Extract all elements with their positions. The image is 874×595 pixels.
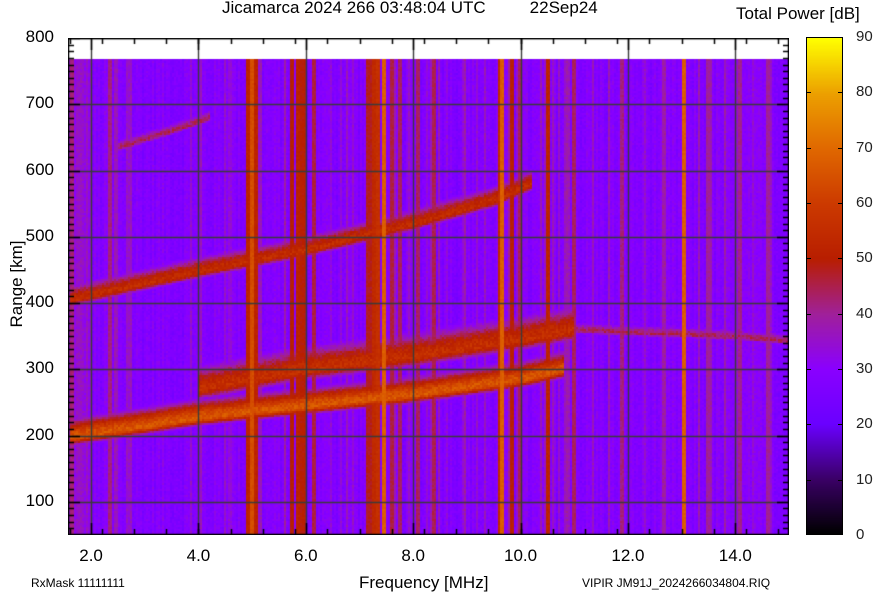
colorbar-tick-mark — [838, 369, 843, 370]
colorbar-tick-mark — [838, 480, 843, 481]
rx-mask-label: RxMask 11111111 — [31, 576, 125, 590]
y-tick-label: 700 — [25, 93, 54, 113]
colorbar — [806, 37, 843, 535]
colorbar-tick-label: 10 — [856, 470, 873, 488]
chart-title: Jicamarca 2024 266 03:48:04 UTC 22Sep24 — [222, 0, 598, 18]
colorbar-tick-mark — [806, 314, 811, 315]
y-tick-label: 100 — [25, 490, 54, 510]
colorbar-tick-label: 40 — [856, 304, 873, 322]
y-tick-label: 400 — [25, 292, 54, 312]
ionogram-plot-area — [68, 38, 789, 535]
colorbar-tick-mark — [838, 203, 843, 204]
y-tick-label: 600 — [25, 159, 54, 179]
colorbar-title: Total Power [dB] — [736, 4, 860, 23]
colorbar-tick-mark — [838, 258, 843, 259]
colorbar-tick-label: 80 — [856, 83, 873, 101]
colorbar-tick-mark — [806, 258, 811, 259]
x-axis-title: Frequency [MHz] — [359, 573, 489, 592]
colorbar-tick-mark — [806, 92, 811, 93]
x-tick-label: 2.0 — [79, 546, 103, 565]
title-station-time: Jicamarca 2024 266 03:48:04 UTC — [222, 0, 486, 17]
colorbar-tick-label: 0 — [856, 526, 865, 543]
title-date: 22Sep24 — [529, 0, 598, 17]
colorbar-tick-mark — [838, 424, 843, 425]
x-tick-label: 8.0 — [401, 546, 425, 565]
colorbar-tick-mark — [806, 480, 811, 481]
colorbar-tick-mark — [806, 148, 811, 149]
y-tick-label: 800 — [25, 27, 54, 46]
colorbar-tick-mark — [838, 314, 843, 315]
x-tick-label: 4.0 — [186, 546, 211, 565]
colorbar-tick-label: 90 — [856, 28, 873, 45]
colorbar-tick-mark — [806, 369, 811, 370]
x-tick-label: 14.0 — [718, 546, 752, 565]
colorbar-tick-mark — [806, 203, 811, 204]
x-tick-label: 12.0 — [611, 546, 645, 565]
source-file-label: VIPIR JM91J_2024266034804.RIQ — [582, 576, 771, 590]
colorbar-tick-label: 20 — [856, 415, 873, 433]
colorbar-tick-mark — [806, 424, 811, 425]
x-tick-label: 10.0 — [504, 546, 538, 565]
colorbar-tick-label: 70 — [856, 138, 873, 156]
colorbar-tick-mark — [838, 148, 843, 149]
y-tick-label: 300 — [25, 358, 54, 378]
x-tick-label: 6.0 — [293, 546, 318, 565]
y-tick-label: 200 — [25, 424, 54, 444]
colorbar-tick-label: 50 — [856, 249, 873, 267]
ionogram-heatmap — [68, 38, 789, 535]
y-tick-label: 500 — [25, 225, 54, 245]
colorbar-tick-label: 60 — [856, 194, 873, 211]
colorbar-tick-label: 30 — [856, 360, 873, 377]
y-axis-title: Range [km] — [7, 240, 26, 328]
colorbar-tick-mark — [838, 92, 843, 93]
